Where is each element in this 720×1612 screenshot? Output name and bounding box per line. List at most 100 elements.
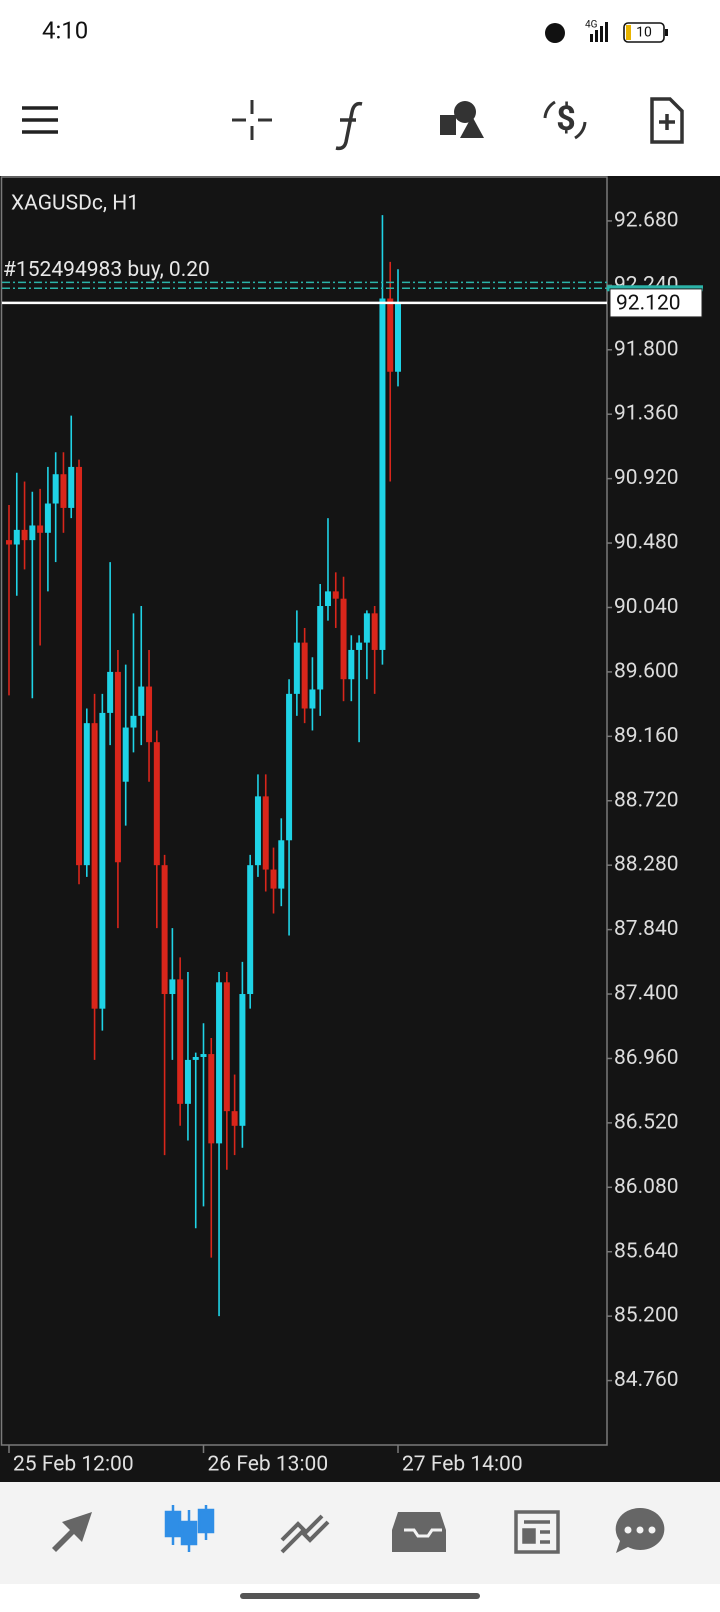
bid-label: 92.120 [616,291,681,315]
indicators-button[interactable] [335,101,363,151]
candle-body [270,869,277,889]
battery-level [626,25,631,40]
x-tick-label: 26 Feb 13:00 [208,1453,329,1477]
chart-background [0,176,720,1482]
signal-icon [590,22,608,42]
y-tick-label: 91.360 [614,402,679,426]
candle-body [146,686,153,743]
candle-body [286,693,293,841]
alarm-icon [545,23,565,43]
plot: 92.68092.24091.80091.36090.92090.48090.0… [2,208,703,1477]
trade-button[interactable]: $ [543,99,587,140]
candle-body [340,598,347,680]
candle-body [223,982,230,1112]
battery-text: 10 [636,25,652,41]
candle-body [317,606,324,690]
battery-icon [623,22,665,43]
candle-body [301,642,308,709]
candle-body [177,979,184,1104]
candle-body [114,671,121,863]
candle-body [107,671,114,713]
candle-body [387,298,394,372]
candle-body [37,525,44,533]
candle-body [208,1054,215,1144]
y-tick-label: 90.040 [614,595,679,619]
candle-body [262,796,269,870]
y-tick-label: 86.960 [614,1046,679,1070]
news-tab[interactable] [514,1510,560,1554]
candle-body [293,642,300,694]
y-tick-label: 87.400 [614,982,679,1006]
candle-body [29,525,36,541]
candle-body [184,1059,191,1104]
history-tab[interactable] [392,1512,446,1552]
crosshair-button[interactable] [232,100,272,140]
svg-text:$: $ [556,99,576,139]
candle-body [91,723,98,1009]
y-tick-label: 90.920 [614,466,679,490]
toolbar: $ [22,97,684,151]
candle-body [231,1111,238,1126]
x-tick-label: 25 Feb 12:00 [13,1453,134,1477]
new-order-button[interactable] [650,97,684,144]
candle-body [379,298,386,650]
candle-body [76,466,83,866]
candle-body [324,591,331,607]
candle-body [83,723,90,866]
candle-body [138,686,145,716]
candle-body [161,865,168,995]
quotes-tab[interactable] [52,1512,92,1552]
y-tick-label: 89.600 [614,659,679,683]
candle-body [169,979,176,995]
candle-body [278,840,285,889]
symbol-label: XAGUSDc, H1 [11,192,139,216]
candle-body [356,642,363,650]
candle-body [6,540,12,545]
candle-body [348,649,355,680]
y-tick-label: 91.800 [614,337,679,361]
candle-body [192,1056,199,1060]
candle-body [60,474,67,508]
candle-body [332,591,339,599]
candle-body [52,474,59,504]
battery-tip [665,29,668,36]
candle-body [247,865,254,995]
status-bar [0,0,720,62]
chat-tab[interactable] [615,1507,665,1553]
candle-body [395,302,401,372]
candle-body [44,503,51,533]
y-tick-label: 90.480 [614,531,679,555]
y-tick-label: 92.680 [614,208,679,232]
order-label: #152494983 buy, 0.20 [3,258,210,282]
candle-body [21,529,28,541]
candle-body [363,613,370,643]
chart-tab[interactable] [164,1505,215,1552]
x-tick-label: 27 Feb 14:00 [402,1453,523,1477]
y-tick-label: 84.760 [614,1368,679,1392]
bottom-nav [0,1482,720,1584]
bid-label-box [609,288,703,318]
candle-body [309,689,316,709]
ask-marker [607,285,703,292]
candle-body [68,466,75,508]
objects-button[interactable] [440,101,484,138]
candle-body [122,727,129,782]
y-tick-label: 89.160 [614,724,679,748]
trade-tab[interactable] [280,1514,330,1554]
candle-body [153,742,160,866]
y-tick-label: 87.840 [614,917,679,941]
candle-body [99,712,106,1009]
candle-body [200,1054,207,1057]
candle-body [254,796,261,866]
candle-body [371,613,378,650]
y-tick-label: 85.640 [614,1239,679,1263]
y-tick-label: 85.200 [614,1304,679,1328]
menu-button[interactable] [22,106,58,134]
y-tick-label: 86.080 [614,1175,679,1199]
candle-body [216,982,223,1144]
y-tick-label: 88.280 [614,853,679,877]
network: 4G [585,20,598,31]
y-tick-label: 88.720 [614,788,679,812]
